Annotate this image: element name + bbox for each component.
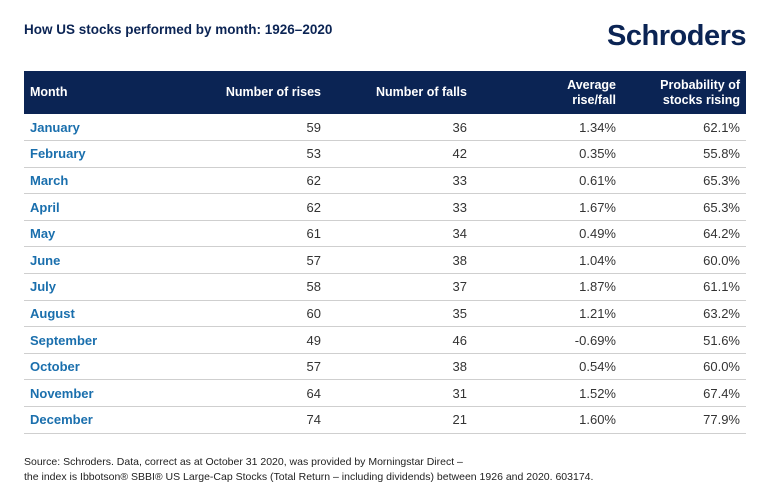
cell-month: March xyxy=(30,172,69,188)
table-row: April 62 33 1.67% 65.3% xyxy=(24,194,746,221)
page-title: How US stocks performed by month: 1926–2… xyxy=(24,22,333,37)
table-row: September 49 46 -0.69% 51.6% xyxy=(24,327,746,354)
cell-rises: 59 xyxy=(306,119,321,135)
cell-month: October xyxy=(30,359,80,375)
column-header-average: Average rise/fall xyxy=(473,71,622,114)
source-note: Source: Schroders. Data, correct as at O… xyxy=(24,455,593,485)
cell-rises: 58 xyxy=(306,279,321,295)
schroders-logo: Schroders xyxy=(607,20,746,52)
column-header-month: Month xyxy=(30,85,68,99)
cell-month: May xyxy=(30,226,56,242)
cell-average: 0.49% xyxy=(579,226,616,242)
column-header-falls: Number of falls xyxy=(376,85,467,99)
cell-month: April xyxy=(30,199,60,215)
cell-average: 1.60% xyxy=(579,412,616,428)
cell-average: 0.61% xyxy=(579,172,616,188)
cell-probability: 67.4% xyxy=(703,385,740,401)
cell-month: December xyxy=(30,412,93,428)
cell-month: September xyxy=(30,332,98,348)
cell-probability: 64.2% xyxy=(703,226,740,242)
column-header-average-line1: Average xyxy=(567,77,616,92)
cell-probability: 62.1% xyxy=(703,119,740,135)
cell-falls: 33 xyxy=(452,199,467,215)
cell-falls: 37 xyxy=(452,279,467,295)
cell-rises: 57 xyxy=(306,252,321,268)
cell-average: -0.69% xyxy=(574,332,616,348)
cell-probability: 77.9% xyxy=(703,412,740,428)
cell-rises: 53 xyxy=(306,146,321,162)
table-row: May 61 34 0.49% 64.2% xyxy=(24,220,746,247)
cell-average: 1.87% xyxy=(579,279,616,295)
source-line-1: Source: Schroders. Data, correct as at O… xyxy=(24,456,463,468)
cell-rises: 62 xyxy=(306,199,321,215)
cell-rises: 57 xyxy=(306,359,321,375)
cell-probability: 60.0% xyxy=(703,252,740,268)
cell-probability: 55.8% xyxy=(703,146,740,162)
cell-rises: 49 xyxy=(306,332,321,348)
cell-falls: 38 xyxy=(452,359,467,375)
column-header-probability-line1: Probability of xyxy=(660,77,740,92)
cell-average: 1.52% xyxy=(579,385,616,401)
column-header-rises: Number of rises xyxy=(225,85,321,99)
cell-month: July xyxy=(30,279,57,295)
column-header-probability: Probability of stocks rising xyxy=(622,71,746,114)
table-row: October 57 38 0.54% 60.0% xyxy=(24,353,746,380)
cell-probability: 51.6% xyxy=(703,332,740,348)
table-row: November 64 31 1.52% 67.4% xyxy=(24,380,746,407)
cell-average: 1.67% xyxy=(579,199,616,215)
cell-average: 1.34% xyxy=(579,119,616,135)
cell-probability: 65.3% xyxy=(703,199,740,215)
cell-falls: 36 xyxy=(452,119,467,135)
table-header-row: Month Number of rises Number of falls Av… xyxy=(24,71,746,114)
cell-falls: 21 xyxy=(452,412,467,428)
cell-rises: 60 xyxy=(306,305,321,321)
cell-probability: 65.3% xyxy=(703,172,740,188)
cell-probability: 63.2% xyxy=(703,305,740,321)
column-header-probability-line2: stocks rising xyxy=(662,92,740,107)
cell-falls: 33 xyxy=(452,172,467,188)
cell-month: June xyxy=(30,252,61,268)
cell-average: 0.35% xyxy=(579,146,616,162)
cell-average: 0.54% xyxy=(579,359,616,375)
source-line-2: the index is Ibbotson® SBBI® US Large-Ca… xyxy=(24,471,594,483)
cell-falls: 38 xyxy=(452,252,467,268)
cell-average: 1.21% xyxy=(579,305,616,321)
cell-falls: 31 xyxy=(452,385,467,401)
table-row: December 74 21 1.60% 77.9% xyxy=(24,407,746,434)
column-header-average-line2: rise/fall xyxy=(572,92,616,107)
table-body: January 59 36 1.34% 62.1% February 53 42 0.35% 55… xyxy=(24,114,746,434)
table-row: July 58 37 1.87% 61.1% xyxy=(24,274,746,301)
cell-month: August xyxy=(30,305,75,321)
table-row: August 60 35 1.21% 63.2% xyxy=(24,300,746,327)
table-row: March 62 33 0.61% 65.3% xyxy=(24,167,746,194)
cell-month: November xyxy=(30,385,94,401)
cell-falls: 35 xyxy=(452,305,467,321)
cell-rises: 74 xyxy=(306,412,321,428)
cell-falls: 34 xyxy=(452,226,467,242)
cell-rises: 64 xyxy=(306,385,321,401)
table-row: January 59 36 1.34% 62.1% xyxy=(24,114,746,141)
cell-month: February xyxy=(30,146,86,162)
cell-month: January xyxy=(30,119,80,135)
cell-falls: 46 xyxy=(452,332,467,348)
cell-probability: 61.1% xyxy=(703,279,740,295)
cell-rises: 61 xyxy=(306,226,321,242)
cell-falls: 42 xyxy=(452,146,467,162)
table-row: June 57 38 1.04% 60.0% xyxy=(24,247,746,274)
cell-average: 1.04% xyxy=(579,252,616,268)
cell-probability: 60.0% xyxy=(703,359,740,375)
cell-rises: 62 xyxy=(306,172,321,188)
monthly-performance-table: Month Number of rises Number of falls Av… xyxy=(24,71,746,434)
table-row: February 53 42 0.35% 55.8% xyxy=(24,141,746,168)
